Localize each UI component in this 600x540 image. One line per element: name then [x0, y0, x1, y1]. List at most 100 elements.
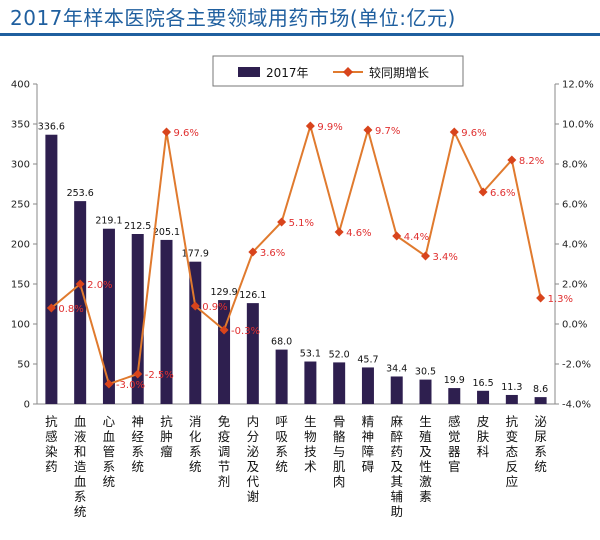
bar [74, 201, 87, 404]
axes: 0 50 100 150 200 250 300 350 400 -4.0% -2.0% 0.0% 2.… [11, 80, 594, 411]
growth-value-label: 9.7% [375, 126, 400, 137]
chart-title: 2017年样本医院各主要领域用药市场(单位:亿元) [10, 6, 456, 30]
bar [189, 261, 202, 404]
growth-point [334, 227, 344, 237]
bar [160, 239, 173, 404]
growth-point [449, 127, 459, 137]
bar-value-label: 11.3 [501, 382, 522, 393]
bar [45, 134, 58, 404]
bar-value-label: 205.1 [153, 227, 180, 238]
category-label: 内分泌及代谢 [247, 414, 260, 504]
category-label: 抗变态反应 [506, 414, 519, 489]
growth-point [162, 127, 171, 137]
bar [131, 234, 144, 404]
growth-point [248, 247, 258, 257]
left-tick-label: 400 [11, 80, 30, 91]
growth-value-label: 9.6% [461, 128, 486, 139]
bar-value-label: 336.6 [38, 122, 65, 133]
left-tick-label: 100 [11, 320, 30, 331]
category-label: 血液和造血系统 [74, 414, 87, 519]
growth-point [219, 325, 229, 335]
bar [218, 300, 231, 404]
right-tick-label: 2.0% [562, 280, 587, 291]
left-tick-label: 0 [24, 400, 30, 411]
category-label: 神经系统 [131, 414, 144, 474]
bar [534, 397, 547, 404]
category-label: 抗肿瘤 [160, 414, 173, 459]
bar-value-label: 52.0 [329, 349, 350, 360]
growth-point [536, 293, 546, 303]
growth-point [507, 155, 517, 165]
right-tick-label: -4.0% [562, 400, 591, 411]
growth-point [104, 379, 114, 389]
bar-value-label: 68.0 [271, 337, 292, 348]
growth-point [478, 187, 488, 197]
left-tick-label: 150 [11, 280, 30, 291]
bar-value-label: 34.4 [386, 363, 407, 374]
bar-value-label: 253.6 [67, 188, 94, 199]
growth-value-label: 0.8% [58, 304, 83, 315]
growth-value-label: 1.3% [548, 294, 573, 305]
growth-point [190, 301, 200, 311]
bar [361, 367, 374, 404]
legend-line-label: 较同期增长 [369, 65, 429, 80]
legend: 2017年 较同期增长 [212, 55, 464, 87]
growth-value-label: 4.4% [404, 232, 429, 243]
category-label: 心血管系统 [103, 414, 116, 489]
right-tick-label: 4.0% [562, 240, 587, 251]
growth-value-label: 9.9% [317, 122, 342, 133]
right-tick-label: 8.0% [562, 160, 587, 171]
bar [419, 379, 432, 404]
growth-value-label: 9.6% [174, 128, 199, 139]
category-label: 骨骼与肌肉 [333, 414, 346, 489]
bar [102, 228, 115, 404]
growth-value-label: 3.4% [433, 252, 458, 263]
category-label: 精神障碍 [362, 414, 375, 474]
growth-point [46, 303, 56, 313]
bar [448, 388, 461, 404]
growth-value-label: -2.5% [145, 370, 174, 381]
growth-point [133, 369, 143, 379]
growth-value-label: -0.3% [231, 326, 260, 337]
growth-point [363, 125, 373, 135]
growth-point [75, 279, 85, 289]
bar [333, 362, 346, 404]
category-label: 呼吸系统 [275, 414, 288, 474]
bar-value-label: 30.5 [415, 367, 436, 378]
bar-value-label: 16.5 [472, 378, 493, 389]
growth-value-label: 3.6% [260, 248, 285, 259]
category-label: 感觉器官 [448, 414, 461, 474]
line-series: 0.8% 2.0% -3.0%-2.5% 9.6% 0.9% -0.3% 3.6% 5.1% 9… [46, 121, 573, 391]
bar [477, 390, 490, 404]
bar [246, 303, 259, 404]
right-tick-label: 12.0% [562, 80, 594, 91]
growth-value-label: 4.6% [346, 228, 371, 239]
category-label: 免疫调节剂 [218, 414, 231, 489]
category-label: 抗感染药 [45, 414, 58, 474]
bar-value-label: 212.5 [124, 221, 151, 232]
bar-value-label: 45.7 [357, 354, 378, 365]
bar [505, 394, 518, 404]
right-tick-label: 0.0% [562, 320, 587, 331]
category-label: 泌尿系统 [534, 414, 547, 474]
left-tick-label: 300 [11, 160, 30, 171]
legend-bar-swatch [238, 67, 260, 77]
title-underline [0, 33, 600, 36]
growth-point [305, 121, 315, 131]
category-label: 消化系统 [189, 414, 202, 474]
category-label: 皮肤科 [477, 414, 490, 459]
bar [390, 376, 403, 404]
right-tick-label: 6.0% [562, 200, 587, 211]
growth-point [277, 217, 287, 227]
category-label: 麻醉药及其辅助 [390, 414, 403, 519]
growth-value-label: -3.0% [116, 380, 145, 391]
legend-line-marker [343, 67, 353, 77]
category-labels: 抗感染药 血液和造血系统 心血管系统 神经系统 抗肿瘤 消化系统 免疫调节剂 内分泌及代谢 呼吸… [45, 414, 547, 519]
growth-value-label: 5.1% [289, 218, 314, 229]
growth-value-label: 8.2% [519, 156, 544, 167]
right-tick-label: 10.0% [562, 120, 594, 131]
left-tick-label: 200 [11, 240, 30, 251]
category-label: 生物技术 [304, 414, 317, 474]
left-tick-label: 350 [11, 120, 30, 131]
